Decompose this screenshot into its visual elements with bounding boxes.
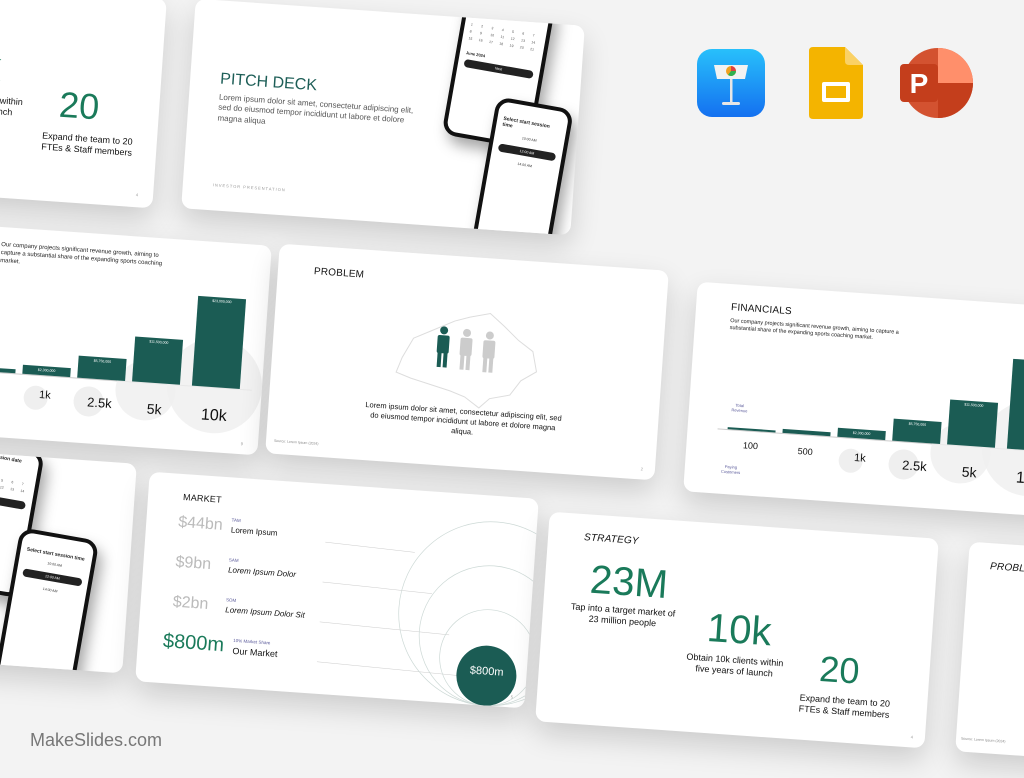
svg-text:P: P: [910, 68, 929, 99]
slide-financials-partial[interactable]: Our company projects significant revenue…: [0, 218, 272, 456]
our-market-value: $800m: [162, 630, 225, 657]
stat-value: 20: [818, 647, 861, 692]
problem-title: PROBLEM: [989, 561, 1024, 576]
stat-caption: Obtain 10k clients within five years of …: [686, 651, 784, 679]
som-value: $2bn: [172, 593, 209, 614]
revenue-bar: $5,750,000: [77, 355, 127, 381]
watermark: MakeSlides.com: [30, 730, 163, 750]
stat-caption: Expand the team to 20 FTEs & Staff membe…: [40, 130, 133, 159]
strategy-title: STRATEGY: [583, 532, 640, 547]
stat-value: 10k: [0, 41, 3, 90]
som-tag: SOM: [225, 597, 237, 603]
google-slides-icon: [809, 47, 863, 119]
stat-caption: Expand the team to 20 FTEs & Staff membe…: [798, 692, 891, 721]
page-number: 4: [910, 734, 914, 740]
bar-data-label: $23,000,000: [211, 298, 232, 305]
bar-data-label: $5,750,000: [908, 421, 927, 427]
slide-problem-partial[interactable]: PROBLEM Source: Lorem Ipsum (2024): [955, 541, 1024, 778]
page-number: 4: [135, 192, 139, 198]
revenue-chart: 100500$2,300,0001k$5,750,0002.5k$11,500,…: [0, 219, 272, 456]
map-outline-illustration: [395, 312, 538, 409]
tam-value: $44bn: [177, 513, 224, 534]
bar-data-label: $2,300,000: [37, 367, 56, 374]
revenue-bar: $11,500,000: [132, 336, 184, 385]
phone-title: Select start session date: [474, 0, 534, 16]
revenue-bar: $23,000,000: [1006, 358, 1024, 452]
x-tick-label: 5k: [146, 400, 163, 418]
problem-source: Source: Lorem Ipsum (2024): [960, 736, 1006, 744]
x-tick-label: 10k: [200, 406, 228, 426]
page-number: 9: [240, 441, 244, 447]
problem-source: Source: Lorem Ipsum (2024): [273, 438, 319, 446]
market-circles-diagram: [316, 521, 539, 707]
bar-data-label: $11,500,000: [964, 402, 984, 408]
our-market-name: Our Market: [232, 645, 278, 659]
our-market-tag: 10% Market Share: [233, 637, 271, 646]
person-icon: [459, 328, 473, 371]
revenue-bar: $23,000,000: [191, 295, 247, 389]
powerpoint-icon: P: [900, 48, 973, 118]
sam-value: $9bn: [174, 553, 212, 574]
phone-title: Select start session date: [0, 448, 23, 465]
x-tick-label: 5k: [961, 463, 978, 481]
slide-pitch-deck[interactable]: PITCH DECK Lorem ipsum dolor sit amet, c…: [181, 0, 585, 236]
slide-strategy[interactable]: STRATEGY 23M Tap into a target market of…: [535, 511, 939, 749]
slide-strategy-partial[interactable]: 10k Obtain 10k clients within five years…: [0, 0, 167, 209]
sam-tag: SAM: [228, 557, 239, 564]
revenue-bar: $11,500,000: [947, 399, 999, 448]
revenue-bar: $5,750,000: [892, 418, 942, 444]
som-name: Lorem Ipsum Dolor Sit: [225, 605, 306, 620]
market-title: MARKET: [182, 492, 223, 505]
bar-data-label: $5,750,000: [93, 358, 112, 364]
people-icons: [436, 326, 496, 373]
page-number: 5: [510, 694, 514, 700]
tam-name: Lorem Ipsum: [230, 525, 278, 538]
tam-tag: TAM: [231, 517, 241, 524]
sam-name: Lorem Ipsum Dolor: [227, 565, 297, 580]
stat-value: 23M: [588, 557, 670, 608]
bar-data-label: $11,500,000: [149, 339, 169, 345]
slide-financials[interactable]: FINANCIALS Our company projects signific…: [683, 281, 1024, 519]
slide-app-mockup-partial[interactable]: Select start session date May 2024 12345…: [0, 436, 137, 674]
stat-caption: Obtain 10k clients within five years of …: [0, 90, 24, 118]
slide-market[interactable]: MARKET $800m $44bn TAM Lorem Ipsum $9bn …: [135, 471, 539, 709]
stat-value: 20: [57, 83, 101, 128]
revenue-bar: [0, 365, 16, 374]
bar-data-label: $2,300,000: [852, 430, 871, 437]
keynote-icon: [697, 49, 765, 117]
stat-value: 10k: [705, 605, 773, 655]
x-tick-label: 500: [797, 446, 814, 458]
problem-title: PROBLEM: [313, 266, 365, 281]
page-number: 2: [640, 466, 644, 472]
pitch-body: Lorem ipsum dolor sit amet, consectetur …: [217, 92, 414, 126]
pitch-title: PITCH DECK: [219, 70, 318, 95]
x-tick-label: 500: [0, 382, 15, 395]
person-icon-highlighted: [436, 326, 450, 368]
pitch-footer: INVESTOR PRESENTATION: [212, 182, 286, 193]
x-tick-label: 100: [742, 440, 759, 452]
our-market-circle: [456, 645, 517, 706]
person-icon: [482, 331, 496, 373]
slide-problem[interactable]: PROBLEM Lorem ipsum dolor sit amet, cons…: [265, 243, 669, 481]
bar-data-label: $23,000,000: [1013, 361, 1024, 368]
x-tick-label: 10k: [1015, 469, 1024, 489]
